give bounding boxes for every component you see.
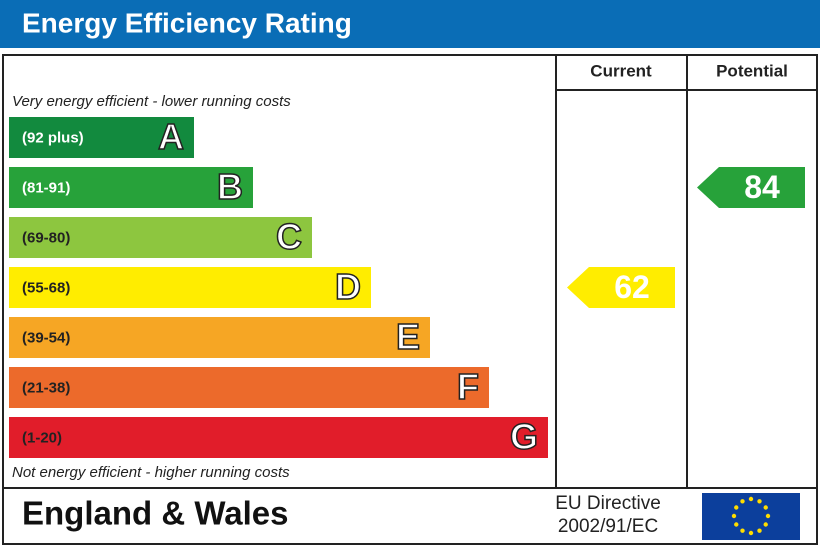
flag-star [734, 505, 739, 510]
band-range: (81-91) [22, 179, 70, 196]
flag-star [763, 522, 768, 527]
band-bar [9, 417, 548, 458]
rating-arrow [697, 167, 805, 208]
frame [2, 54, 818, 545]
band-range: (55-68) [22, 279, 70, 296]
rating-value: 62 [614, 269, 650, 305]
flag-star [757, 499, 762, 504]
band-range: (69-80) [22, 229, 70, 246]
band-letter: A [158, 116, 184, 157]
rating-value: 84 [744, 169, 780, 205]
rating-arrow [567, 267, 675, 308]
band-letter: D [335, 266, 361, 307]
flag-star [748, 496, 754, 502]
column-header: Current [590, 61, 652, 80]
band-range: (39-54) [22, 329, 70, 346]
flag-star [748, 530, 754, 536]
directive: 2002/91/EC [558, 516, 658, 537]
directive: EU Directive [555, 493, 661, 514]
band-letter: F [457, 366, 479, 407]
flag-star [740, 499, 745, 504]
flag-star [734, 522, 739, 527]
band-bar [9, 117, 194, 158]
band-bar [9, 267, 371, 308]
band-letter: C [276, 216, 302, 257]
top-note: Very energy efficient - lower running co… [12, 93, 291, 110]
band-range: (92 plus) [22, 129, 84, 146]
band-bar [9, 217, 312, 258]
band-bar [9, 317, 430, 358]
band-bar [9, 167, 253, 208]
band-letter: B [217, 166, 243, 207]
region: England & Wales [22, 495, 288, 532]
band-letter: E [396, 316, 420, 357]
title-bar [0, 0, 820, 48]
band-bar [9, 367, 489, 408]
bottom-note: Not energy efficient - higher running co… [12, 464, 290, 481]
flag-star [731, 513, 737, 519]
band-letter: G [510, 416, 538, 457]
flag-star [763, 505, 768, 510]
flag-star [740, 528, 745, 533]
flag-star [757, 528, 762, 533]
eu-flag [702, 493, 800, 540]
flag-star [765, 513, 771, 519]
band-range: (1-20) [22, 429, 62, 446]
band-range: (21-38) [22, 379, 70, 396]
column-header: Potential [716, 61, 788, 80]
title: Energy Efficiency Rating [22, 7, 352, 38]
